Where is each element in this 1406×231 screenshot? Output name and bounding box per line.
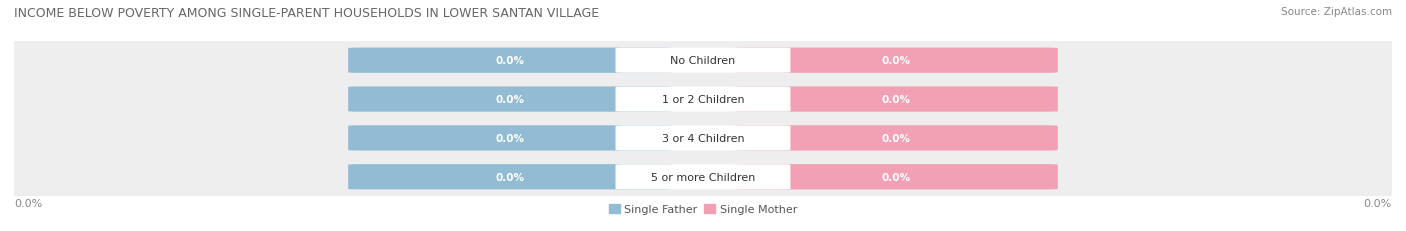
- FancyBboxPatch shape: [349, 164, 672, 190]
- Text: 0.0%: 0.0%: [495, 172, 524, 182]
- Text: 0.0%: 0.0%: [882, 95, 911, 105]
- Text: 5 or more Children: 5 or more Children: [651, 172, 755, 182]
- FancyBboxPatch shape: [14, 80, 1392, 119]
- Text: 1 or 2 Children: 1 or 2 Children: [662, 95, 744, 105]
- Text: 0.0%: 0.0%: [1364, 198, 1392, 208]
- FancyBboxPatch shape: [734, 48, 1057, 73]
- FancyBboxPatch shape: [349, 48, 672, 73]
- Text: Source: ZipAtlas.com: Source: ZipAtlas.com: [1281, 7, 1392, 17]
- FancyBboxPatch shape: [616, 49, 790, 73]
- FancyBboxPatch shape: [616, 164, 790, 189]
- Legend: Single Father, Single Mother: Single Father, Single Mother: [605, 200, 801, 219]
- FancyBboxPatch shape: [734, 126, 1057, 151]
- FancyBboxPatch shape: [734, 87, 1057, 112]
- FancyBboxPatch shape: [616, 126, 790, 151]
- FancyBboxPatch shape: [616, 87, 790, 112]
- Text: 0.0%: 0.0%: [882, 133, 911, 143]
- FancyBboxPatch shape: [14, 42, 1392, 80]
- Text: 0.0%: 0.0%: [495, 56, 524, 66]
- Text: 3 or 4 Children: 3 or 4 Children: [662, 133, 744, 143]
- Text: 0.0%: 0.0%: [882, 172, 911, 182]
- FancyBboxPatch shape: [14, 158, 1392, 196]
- Text: 0.0%: 0.0%: [495, 133, 524, 143]
- Text: No Children: No Children: [671, 56, 735, 66]
- Text: 0.0%: 0.0%: [495, 95, 524, 105]
- FancyBboxPatch shape: [14, 119, 1392, 158]
- FancyBboxPatch shape: [349, 126, 672, 151]
- Text: INCOME BELOW POVERTY AMONG SINGLE-PARENT HOUSEHOLDS IN LOWER SANTAN VILLAGE: INCOME BELOW POVERTY AMONG SINGLE-PARENT…: [14, 7, 599, 20]
- FancyBboxPatch shape: [734, 164, 1057, 190]
- FancyBboxPatch shape: [349, 87, 672, 112]
- Text: 0.0%: 0.0%: [882, 56, 911, 66]
- Text: 0.0%: 0.0%: [14, 198, 42, 208]
